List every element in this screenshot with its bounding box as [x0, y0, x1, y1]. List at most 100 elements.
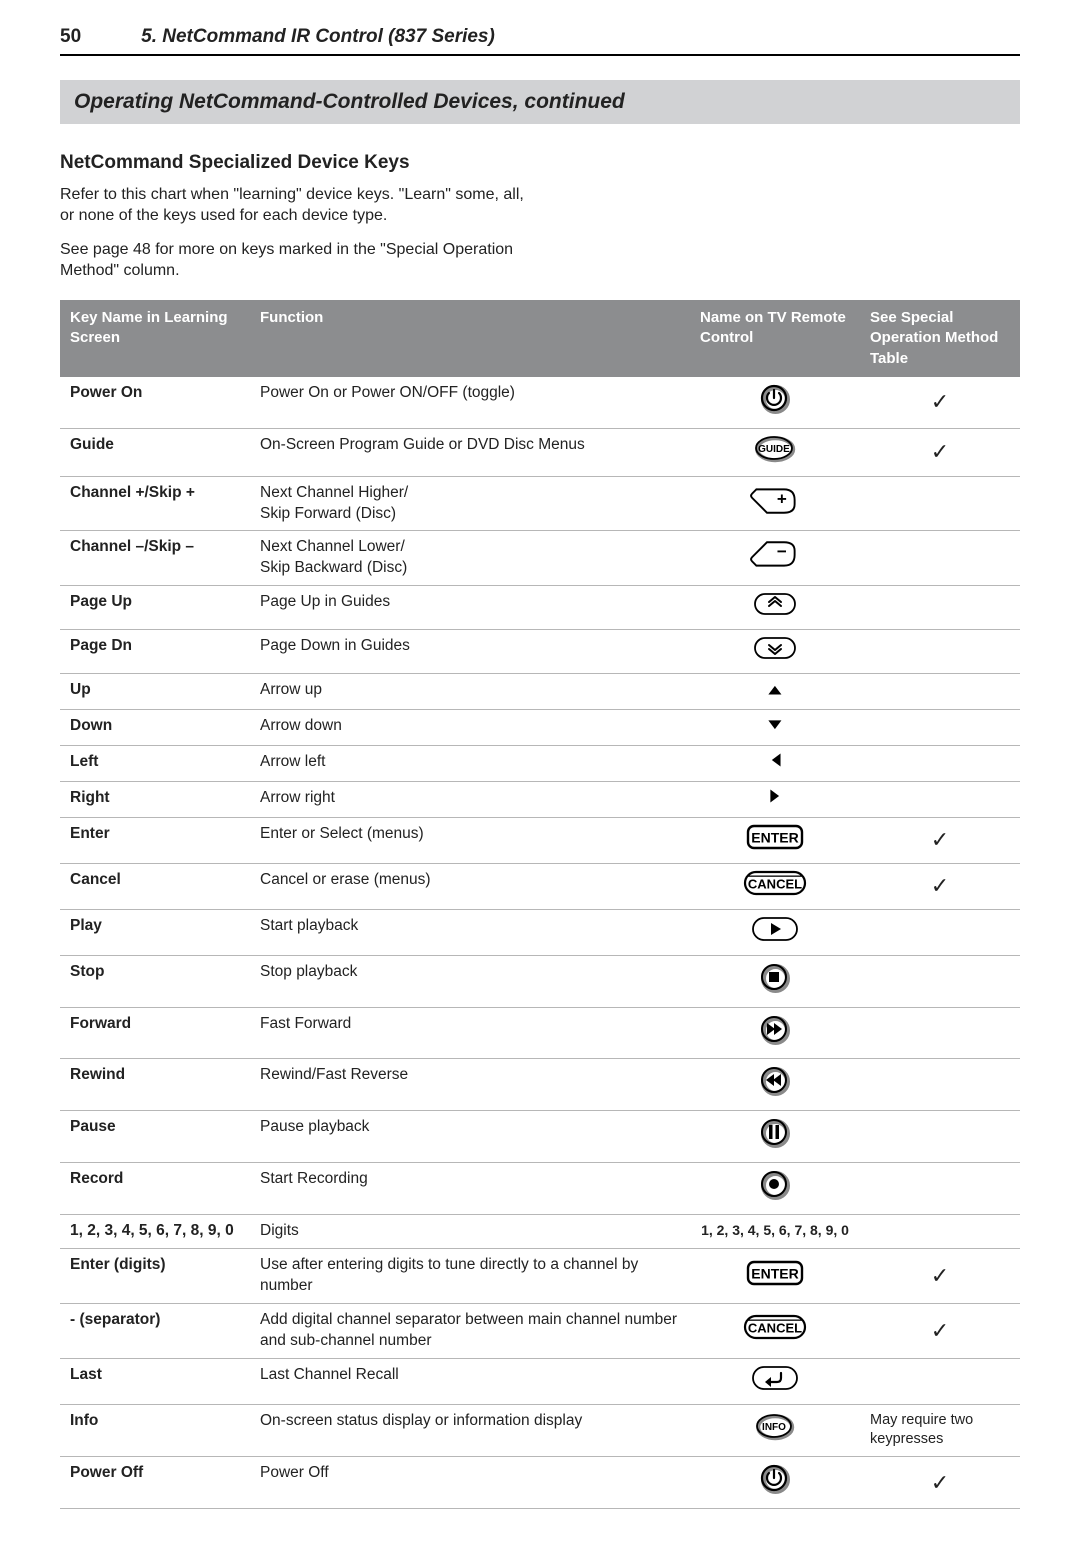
table-row: StopStop playback — [60, 955, 1020, 1007]
table-row: Power OffPower Off✓ — [60, 1457, 1020, 1509]
function-cell: Power On or Power ON/OFF (toggle) — [250, 377, 690, 428]
remote-icon-cell — [690, 377, 860, 428]
key-name-cell: Right — [60, 781, 250, 817]
check-icon: ✓ — [931, 873, 949, 898]
intro-block: NetCommand Specialized Device Keys Refer… — [60, 150, 1020, 282]
function-cell: Start playback — [250, 909, 690, 955]
special-cell: ✓ — [860, 377, 1020, 428]
check-icon: ✓ — [931, 1470, 949, 1495]
function-cell: On-Screen Program Guide or DVD Disc Menu… — [250, 428, 690, 476]
key-name-cell: Stop — [60, 955, 250, 1007]
special-cell — [860, 674, 1020, 710]
page-number: 50 — [60, 24, 81, 50]
table-row: InfoOn-screen status display or informat… — [60, 1404, 1020, 1456]
page-up-icon — [753, 592, 797, 616]
table-row: LeftArrow left — [60, 745, 1020, 781]
remote-icon-cell — [690, 428, 860, 476]
digits-icon: 1, 2, 3, 4, 5, 6, 7, 8, 9, 0 — [701, 1222, 849, 1238]
key-name-cell: Left — [60, 745, 250, 781]
page-header: 50 5. NetCommand IR Control (837 Series) — [60, 24, 1020, 56]
special-cell — [860, 1059, 1020, 1111]
table-row: - (separator)Add digital channel separat… — [60, 1303, 1020, 1358]
enter-icon — [746, 824, 804, 850]
remote-icon-cell — [690, 476, 860, 531]
table-row: DownArrow down — [60, 710, 1020, 746]
section-banner: Operating NetCommand-Controlled Devices,… — [60, 80, 1020, 124]
section-title: NetCommand Specialized Device Keys — [60, 150, 1020, 176]
key-name-cell: Info — [60, 1404, 250, 1456]
remote-icon-cell — [690, 710, 860, 746]
key-name-cell: Channel –/Skip – — [60, 531, 250, 586]
function-cell: Digits — [250, 1215, 690, 1249]
function-cell: Next Channel Higher/Skip Forward (Disc) — [250, 476, 690, 531]
remote-icon-cell — [690, 745, 860, 781]
th-function: Function — [250, 300, 690, 377]
special-cell — [860, 586, 1020, 630]
arrow-down-icon — [764, 716, 786, 732]
function-cell: Use after entering digits to tune direct… — [250, 1249, 690, 1304]
function-cell: On-screen status display or information … — [250, 1404, 690, 1456]
remote-icon-cell — [690, 1111, 860, 1163]
special-cell: ✓ — [860, 428, 1020, 476]
power-icon — [759, 383, 791, 415]
key-name-cell: Last — [60, 1358, 250, 1404]
key-name-cell: Record — [60, 1163, 250, 1215]
arrow-up-icon — [764, 680, 786, 696]
special-cell — [860, 710, 1020, 746]
table-row: Page DnPage Down in Guides — [60, 630, 1020, 674]
remote-icon-cell — [690, 1303, 860, 1358]
intro-paragraph-2: See page 48 for more on keys marked in t… — [60, 239, 530, 282]
remote-icon-cell — [690, 1404, 860, 1456]
special-cell: ✓ — [860, 1303, 1020, 1358]
key-name-cell: Rewind — [60, 1059, 250, 1111]
special-cell: ✓ — [860, 1457, 1020, 1509]
special-cell — [860, 909, 1020, 955]
special-cell: ✓ — [860, 817, 1020, 863]
forward-icon — [759, 1014, 791, 1046]
table-row: PlayStart playback — [60, 909, 1020, 955]
remote-icon-cell: 1, 2, 3, 4, 5, 6, 7, 8, 9, 0 — [690, 1215, 860, 1249]
table-row: Power OnPower On or Power ON/OFF (toggle… — [60, 377, 1020, 428]
remote-icon-cell — [690, 1457, 860, 1509]
remote-icon-cell — [690, 955, 860, 1007]
th-remote: Name on TV Remote Control — [690, 300, 860, 377]
special-cell — [860, 955, 1020, 1007]
arrow-left-icon — [766, 752, 783, 768]
remote-icon-cell — [690, 1249, 860, 1304]
arrow-right-icon — [766, 788, 783, 804]
key-name-cell: Guide — [60, 428, 250, 476]
special-note: May require two keypresses — [870, 1411, 1010, 1450]
stop-icon — [759, 962, 791, 994]
remote-icon-cell — [690, 586, 860, 630]
special-cell — [860, 1111, 1020, 1163]
intro-paragraph-1: Refer to this chart when "learning" devi… — [60, 184, 530, 227]
chan-minus-icon — [750, 538, 801, 572]
function-cell: Arrow down — [250, 710, 690, 746]
th-special: See Special Operation Method Table — [860, 300, 1020, 377]
key-name-cell: Pause — [60, 1111, 250, 1163]
function-cell: Start Recording — [250, 1163, 690, 1215]
function-cell: Arrow left — [250, 745, 690, 781]
function-cell: Next Channel Lower/Skip Backward (Disc) — [250, 531, 690, 586]
key-name-cell: Enter (digits) — [60, 1249, 250, 1304]
function-cell: Pause playback — [250, 1111, 690, 1163]
key-name-cell: Down — [60, 710, 250, 746]
check-icon: ✓ — [931, 827, 949, 852]
key-name-cell: Channel +/Skip + — [60, 476, 250, 531]
check-icon: ✓ — [931, 389, 949, 414]
function-cell: Cancel or erase (menus) — [250, 863, 690, 909]
table-row: EnterEnter or Select (menus)✓ — [60, 817, 1020, 863]
table-row: Enter (digits)Use after entering digits … — [60, 1249, 1020, 1304]
chan-plus-icon — [750, 483, 801, 517]
special-cell — [860, 476, 1020, 531]
function-cell: Arrow up — [250, 674, 690, 710]
function-cell: Power Off — [250, 1457, 690, 1509]
key-name-cell: - (separator) — [60, 1303, 250, 1358]
remote-icon-cell — [690, 817, 860, 863]
function-cell: Rewind/Fast Reverse — [250, 1059, 690, 1111]
special-cell — [860, 531, 1020, 586]
special-cell: ✓ — [860, 1249, 1020, 1304]
remote-icon-cell — [690, 863, 860, 909]
table-row: GuideOn-Screen Program Guide or DVD Disc… — [60, 428, 1020, 476]
remote-icon-cell — [690, 1059, 860, 1111]
